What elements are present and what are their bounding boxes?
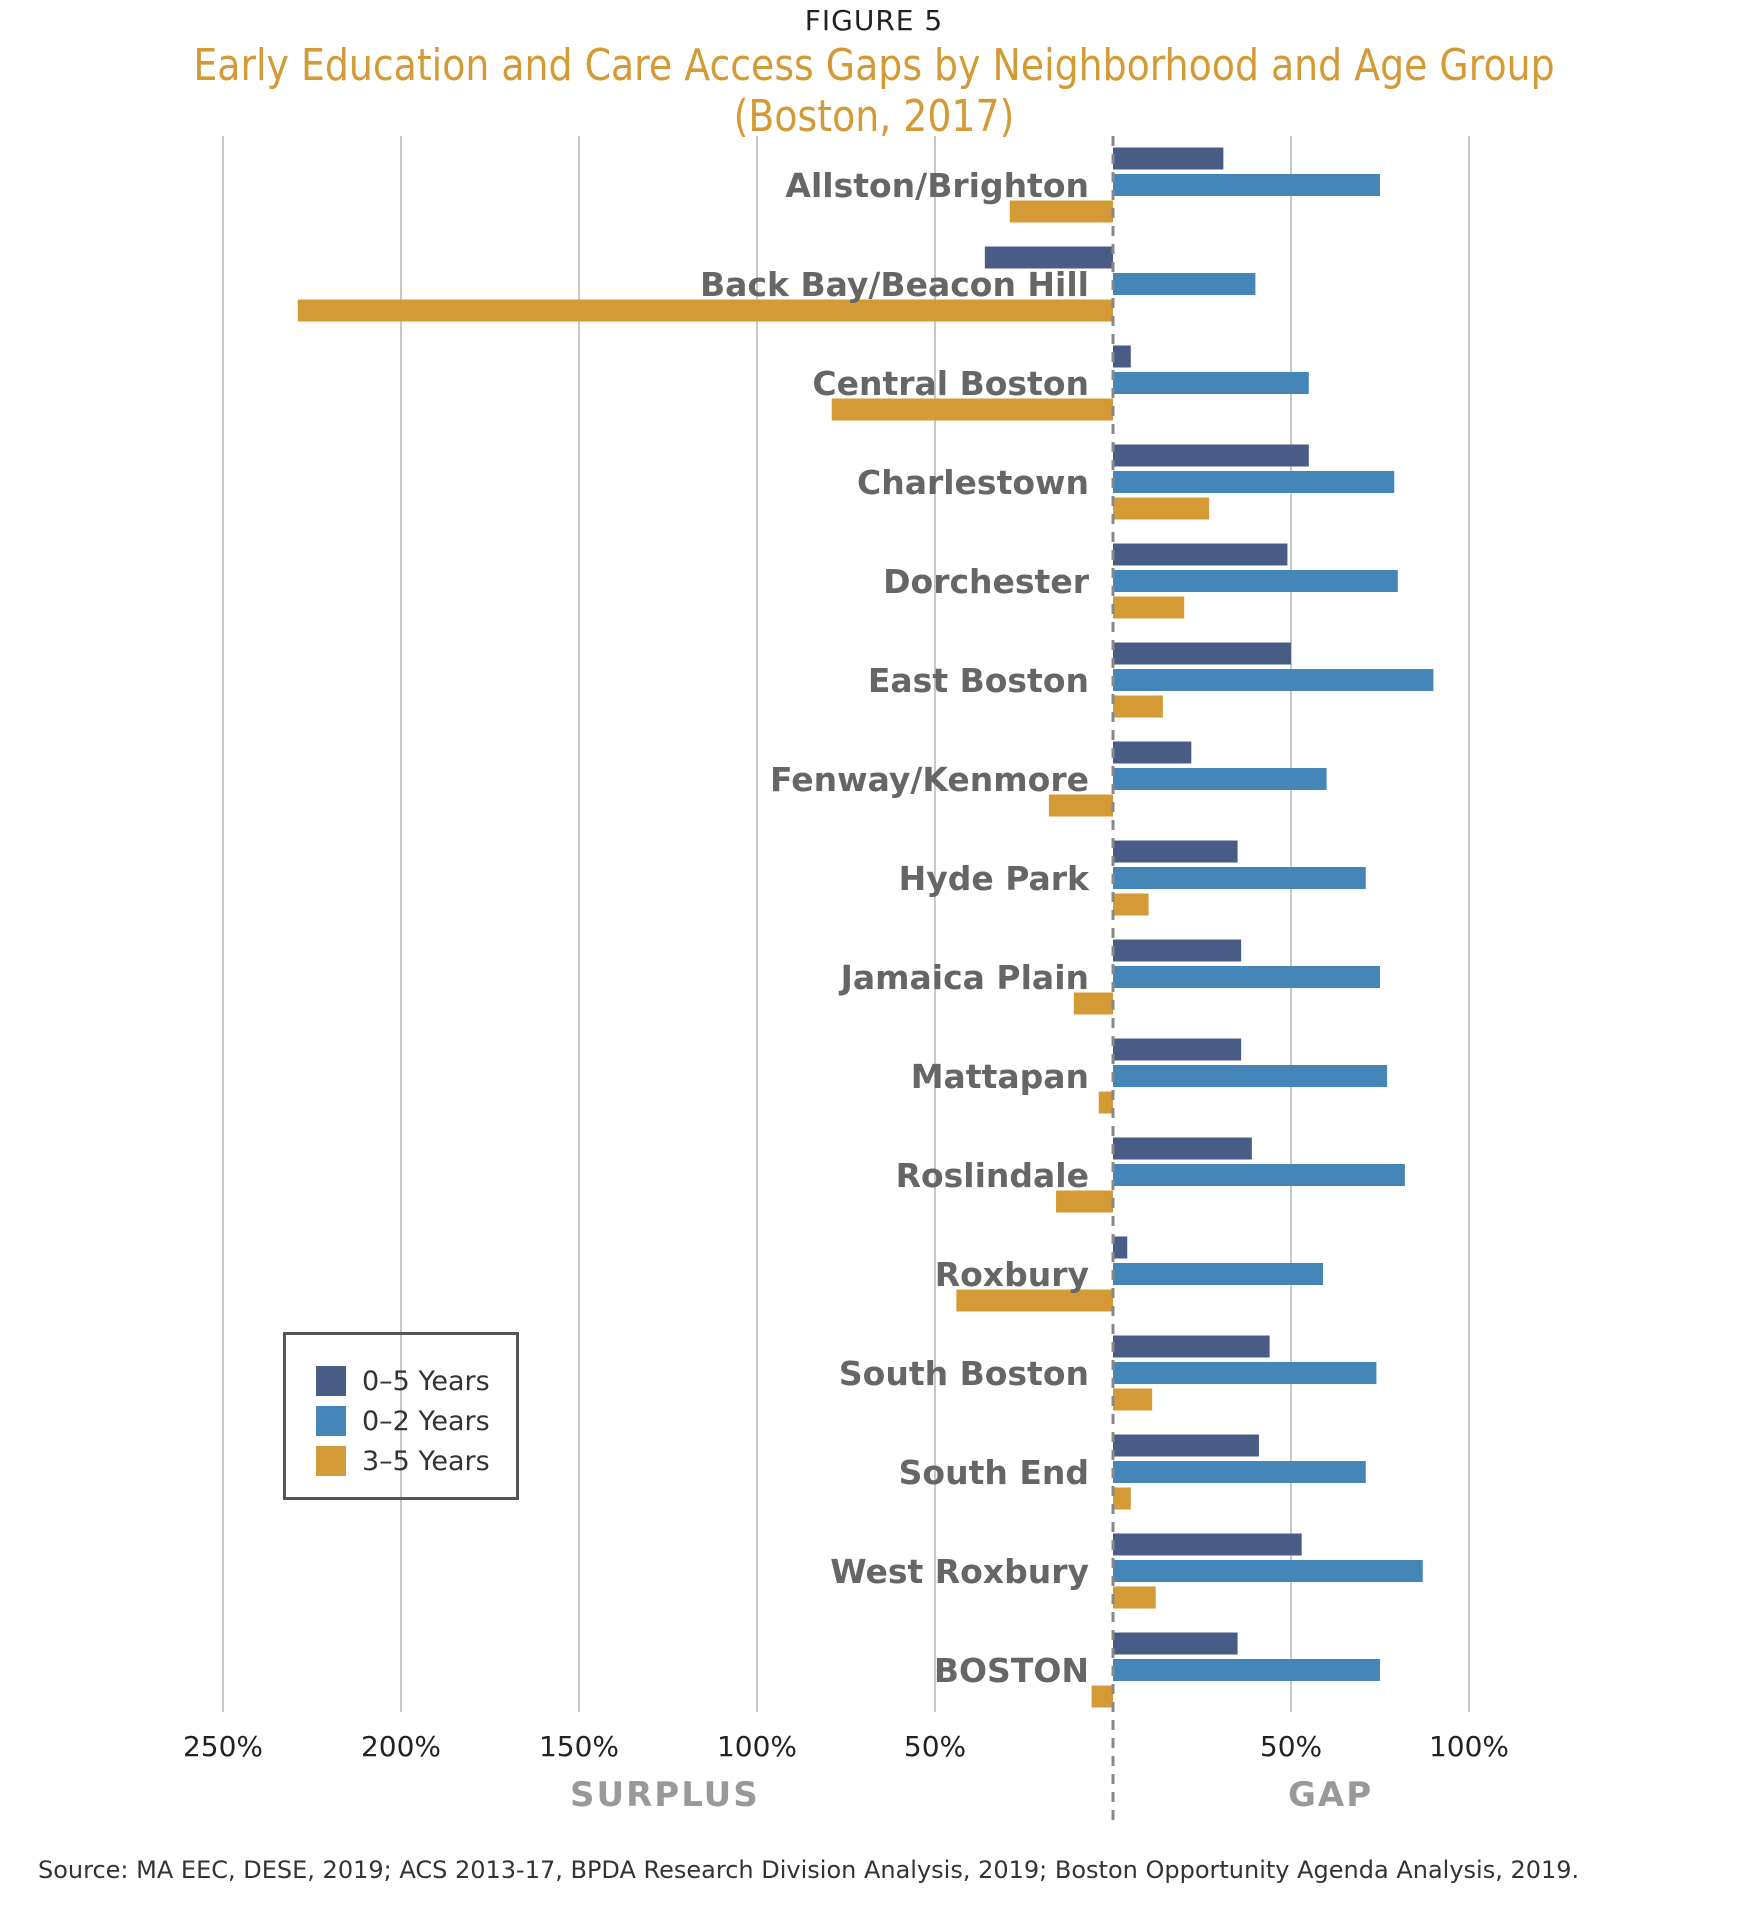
figure-label: FIGURE 5 [804,4,944,37]
category-label: Fenway/Kenmore [770,760,1089,799]
category-label: Hyde Park [899,859,1090,898]
bar [956,1289,1113,1312]
bar [1113,1362,1377,1384]
bar [1113,1533,1302,1556]
legend: 0–5 Years 0–2 Years 3–5 Years [283,1332,519,1500]
bar [1113,1038,1242,1061]
legend-item: 0–5 Years [316,1361,516,1401]
legend-item: 3–5 Years [316,1441,516,1481]
bar [1113,1335,1270,1358]
bar [1113,893,1149,916]
gap-label: GAP [1288,1775,1374,1815]
bar [1113,669,1434,691]
tick-label: 50% [1260,1730,1322,1763]
bar [1113,570,1398,592]
bar [1113,695,1163,718]
tick-label: 200% [361,1730,441,1763]
bar [1113,1659,1380,1681]
tick-label: 100% [717,1730,797,1763]
category-label: BOSTON [934,1651,1089,1690]
bar [1113,768,1327,790]
bar [1113,1434,1259,1457]
bar [1113,372,1309,394]
legend-swatch [316,1366,346,1396]
category-label: Jamaica Plain [839,958,1089,997]
bar [1113,471,1395,493]
legend-label: 0–5 Years [362,1365,490,1397]
legend-item: 0–2 Years [316,1401,516,1441]
bar [1098,1091,1113,1114]
legend-label: 3–5 Years [362,1445,490,1477]
bar [1113,966,1380,988]
tick-label: 250% [183,1730,263,1763]
surplus-label: SURPLUS [570,1775,760,1815]
bar [1113,1263,1324,1285]
category-label: Allston/Brighton [785,166,1089,205]
category-label: West Roxbury [830,1552,1089,1591]
category-label: Roxbury [935,1255,1089,1294]
source-note: Source: MA EEC, DESE, 2019; ACS 2013-17,… [38,1856,1580,1884]
legend-swatch [316,1406,346,1436]
bar [297,299,1113,322]
bar [1113,1065,1388,1087]
bar [831,398,1113,421]
bar [1113,1487,1131,1510]
chart-title: Early Education and Care Access Gaps by … [193,40,1555,142]
bar [1113,273,1256,295]
bar [1048,794,1113,817]
category-label: Roslindale [896,1156,1089,1195]
bar [1113,1137,1252,1160]
category-label: Dorchester [883,562,1090,601]
bar [1113,741,1192,764]
bar [1113,444,1309,467]
bar [1056,1190,1113,1213]
tick-label: 150% [539,1730,619,1763]
category-label: South End [899,1453,1089,1492]
bar [1113,147,1224,170]
bar [1113,840,1238,863]
bar [1113,1164,1405,1186]
category-label: Charlestown [857,463,1089,502]
bar [1113,1560,1423,1582]
category-label: South Boston [839,1354,1089,1393]
bar [1091,1685,1113,1708]
legend-label: 0–2 Years [362,1405,490,1437]
bar [1113,939,1242,962]
bar [1113,1586,1156,1609]
bar [1113,174,1380,196]
tick-label: 50% [904,1730,966,1763]
bar [984,246,1113,269]
tick-label: 100% [1429,1730,1509,1763]
bar [1113,1461,1366,1483]
legend-swatch [316,1446,346,1476]
bar [1113,543,1288,566]
category-label: Central Boston [812,364,1089,403]
bar [1113,497,1210,520]
bar [1113,1236,1128,1259]
bar [1113,596,1185,619]
category-label: Back Bay/Beacon Hill [700,265,1089,304]
bar [1113,345,1131,368]
bar [1113,1388,1153,1411]
bar [1073,992,1113,1015]
category-label: East Boston [868,661,1089,700]
bar [1113,867,1366,889]
bar [1113,1632,1238,1655]
bar [1009,200,1113,223]
category-label: Mattapan [911,1057,1089,1096]
bar [1113,642,1291,665]
